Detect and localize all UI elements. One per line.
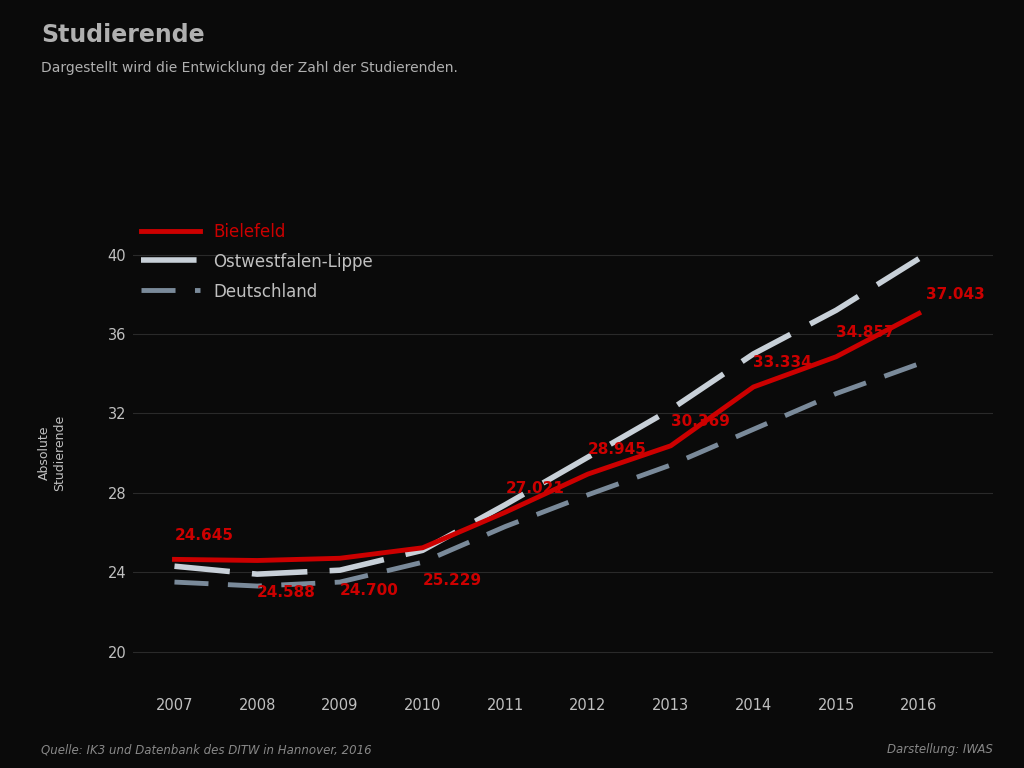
Bielefeld [582, 469, 594, 478]
Bielefeld [251, 556, 263, 565]
Ostwestfalen-Lippe [499, 500, 511, 509]
Ostwestfalen-Lippe [830, 306, 843, 315]
Deutschland [251, 581, 263, 591]
Text: 28.945: 28.945 [588, 442, 647, 458]
Text: Dargestellt wird die Entwicklung der Zahl der Studierenden.: Dargestellt wird die Entwicklung der Zah… [41, 61, 458, 75]
Bielefeld [912, 309, 925, 318]
Bielefeld [748, 382, 760, 392]
Ostwestfalen-Lippe [251, 570, 263, 579]
Bielefeld [499, 508, 511, 517]
Bielefeld [417, 543, 429, 552]
Text: 27.021: 27.021 [505, 481, 564, 495]
Ostwestfalen-Lippe [168, 561, 180, 571]
Deutschland [582, 490, 594, 499]
Text: Darstellung: IWAS: Darstellung: IWAS [888, 743, 993, 756]
Deutschland [334, 578, 346, 587]
Deutschland [168, 578, 180, 587]
Ostwestfalen-Lippe [334, 565, 346, 574]
Bielefeld [830, 353, 843, 362]
Deutschland [665, 460, 677, 469]
Line: Ostwestfalen-Lippe: Ostwestfalen-Lippe [174, 259, 919, 574]
Legend: Bielefeld, Ostwestfalen-Lippe, Deutschland: Bielefeld, Ostwestfalen-Lippe, Deutschla… [141, 223, 373, 301]
Line: Deutschland: Deutschland [174, 364, 919, 586]
Line: Bielefeld: Bielefeld [174, 313, 919, 561]
Text: 24.700: 24.700 [340, 583, 398, 598]
Deutschland [748, 425, 760, 434]
Ostwestfalen-Lippe [582, 452, 594, 462]
Text: Studierende: Studierende [41, 23, 205, 47]
Text: 33.334: 33.334 [754, 356, 812, 370]
Text: 30.369: 30.369 [671, 414, 729, 429]
Ostwestfalen-Lippe [417, 546, 429, 555]
Text: 37.043: 37.043 [926, 287, 984, 303]
Text: Quelle: IK3 und Datenbank des DITW in Hannover, 2016: Quelle: IK3 und Datenbank des DITW in Ha… [41, 743, 372, 756]
Deutschland [417, 558, 429, 567]
Ostwestfalen-Lippe [748, 349, 760, 359]
Bielefeld [168, 554, 180, 564]
Text: 34.857: 34.857 [837, 325, 895, 340]
Deutschland [499, 522, 511, 531]
Text: 25.229: 25.229 [423, 573, 481, 588]
Y-axis label: Absolute
Studierende: Absolute Studierende [38, 415, 66, 492]
Text: 24.645: 24.645 [174, 528, 233, 543]
Bielefeld [334, 554, 346, 563]
Deutschland [830, 389, 843, 398]
Ostwestfalen-Lippe [912, 254, 925, 263]
Text: 24.588: 24.588 [257, 585, 316, 601]
Deutschland [912, 359, 925, 369]
Ostwestfalen-Lippe [665, 405, 677, 414]
Bielefeld [665, 441, 677, 450]
